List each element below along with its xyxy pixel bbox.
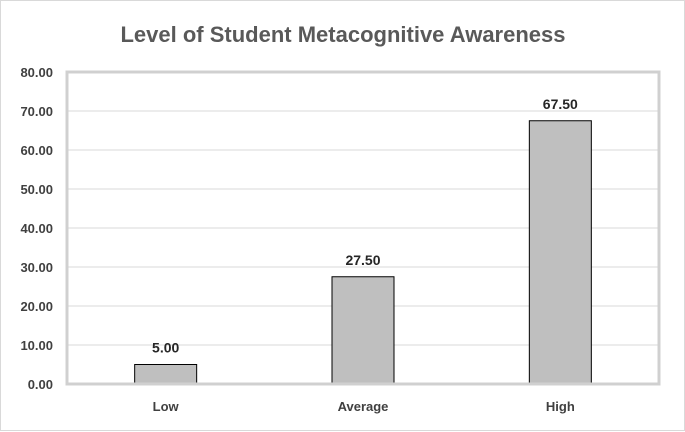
y-tick-label: 10.00 (20, 338, 53, 353)
bars (134, 120, 592, 385)
x-category-label: Low (153, 399, 180, 414)
y-tick-label: 20.00 (20, 299, 53, 314)
x-axis-category-labels: Low Average High (153, 399, 575, 414)
y-tick-label: 80.00 (20, 65, 53, 80)
x-category-label: High (546, 399, 575, 414)
data-label: 67.50 (543, 96, 578, 112)
data-label: 27.50 (345, 252, 380, 268)
y-tick-label: 70.00 (20, 104, 53, 119)
y-tick-label: 60.00 (20, 143, 53, 158)
gridlines (67, 110, 659, 346)
y-tick-label: 0.00 (28, 377, 53, 392)
y-tick-label: 30.00 (20, 260, 53, 275)
data-labels: 5.00 27.50 67.50 (152, 96, 578, 356)
y-tick-label: 50.00 (20, 182, 53, 197)
bar-average (331, 276, 395, 385)
bar-low (134, 364, 198, 385)
y-tick-label: 40.00 (20, 221, 53, 236)
bar-high (528, 120, 592, 385)
data-label: 5.00 (152, 340, 179, 356)
y-axis-tick-labels: 0.00 10.00 20.00 30.00 40.00 50.00 60.00 70.00 8… (20, 65, 53, 392)
chart-title: Level of Student Metacognitive Awareness (120, 22, 565, 47)
x-category-label: Average (338, 399, 389, 414)
plot-area-border (65, 70, 661, 386)
